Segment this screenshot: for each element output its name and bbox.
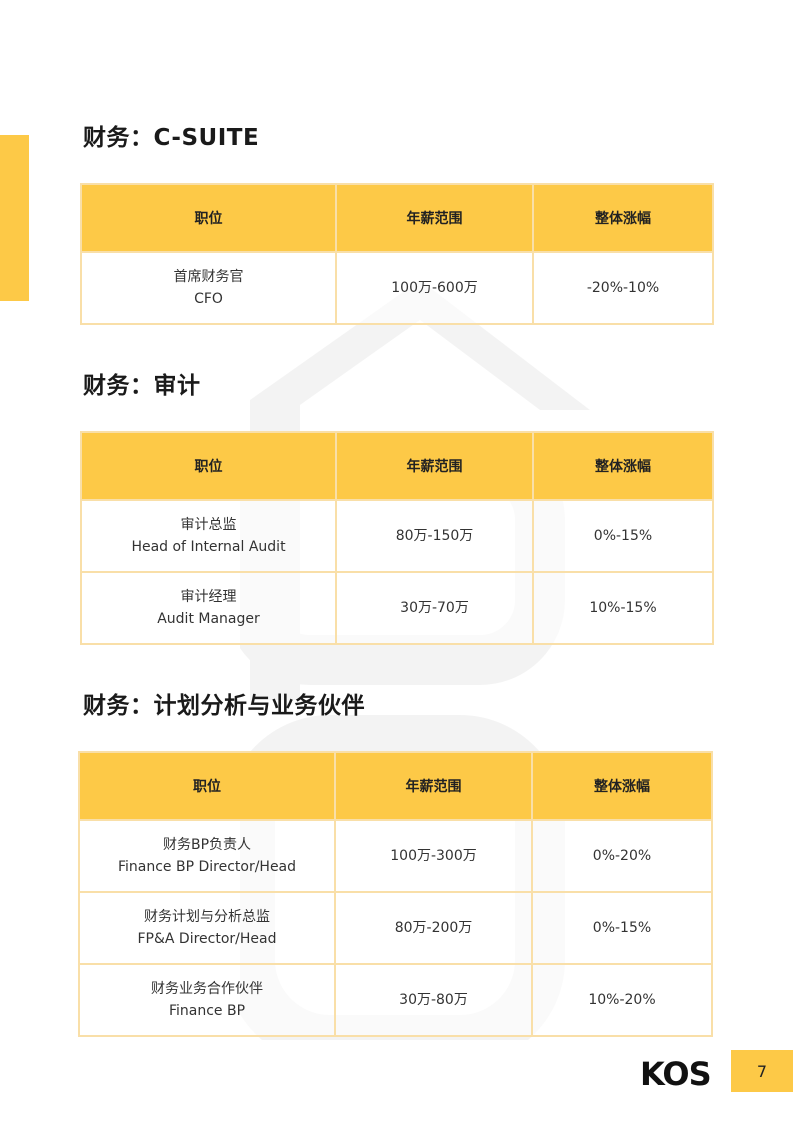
table-header-row: 职位 年薪范围 整体涨幅 (80, 431, 714, 501)
salary-table: 职位 年薪范围 整体涨幅审计总监 Head of Internal Audit 80万-… (80, 431, 714, 645)
position-cn: 审计总监 (180, 517, 237, 533)
growth-cell: 10%-15% (532, 571, 714, 645)
table-row: 审计总监 Head of Internal Audit 80万-150万 0%-15% (80, 499, 714, 573)
salary-table: 职位 年薪范围 整体涨幅财务BP负责人 Finance BP Director/Hea… (78, 751, 713, 1037)
table-header-row: 职位 年薪范围 整体涨幅 (78, 751, 713, 821)
column-header: 整体涨幅 (532, 183, 714, 253)
salary-table: 职位 年薪范围 整体涨幅首席财务官 CFO 100万-600万 -20%-10% (80, 183, 714, 325)
column-header: 职位 (80, 431, 337, 501)
position-en: Head of Internal Audit (131, 539, 286, 555)
table-row: 审计经理 Audit Manager 30万-70万 10%-15% (80, 571, 714, 645)
page-number: 7 (731, 1050, 793, 1092)
position-en: Audit Manager (157, 611, 260, 627)
column-header: 职位 (78, 751, 336, 821)
growth-cell: 0%-20% (531, 819, 713, 893)
table-header-row: 职位 年薪范围 整体涨幅 (80, 183, 714, 253)
section-title: 财务：计划分析与业务伙伴 (83, 693, 365, 719)
growth-cell: 0%-15% (532, 499, 714, 573)
salary-cell: 100万-300万 (334, 819, 533, 893)
kos-logo: KOS (640, 1055, 712, 1093)
salary-cell: 30万-70万 (335, 571, 534, 645)
table-row: 财务BP负责人 Finance BP Director/Head 100万-300万… (78, 819, 713, 893)
growth-cell: 0%-15% (531, 891, 713, 965)
position-en: CFO (194, 291, 223, 307)
table-row: 财务计划与分析总监 FP&A Director/Head 80万-200万 0%-15… (78, 891, 713, 965)
section-title: 财务：C-SUITE (83, 125, 260, 151)
accent-bar (0, 135, 29, 301)
position-en: Finance BP Director/Head (117, 859, 297, 875)
position-cell: 财务计划与分析总监 FP&A Director/Head (78, 891, 336, 965)
column-header: 年薪范围 (335, 431, 534, 501)
column-header: 整体涨幅 (532, 431, 714, 501)
position-cell: 财务BP负责人 Finance BP Director/Head (78, 819, 336, 893)
column-header: 职位 (80, 183, 337, 253)
position-cn: 财务业务合作伙伴 (151, 981, 263, 997)
position-cell: 首席财务官 CFO (80, 251, 337, 325)
column-header: 整体涨幅 (531, 751, 713, 821)
section-title: 财务：审计 (83, 373, 201, 399)
position-en: FP&A Director/Head (137, 931, 277, 947)
growth-cell: -20%-10% (532, 251, 714, 325)
position-cell: 财务业务合作伙伴 Finance BP (78, 963, 336, 1037)
salary-cell: 80万-200万 (334, 891, 533, 965)
position-cn: 首席财务官 (173, 269, 244, 285)
column-header: 年薪范围 (334, 751, 533, 821)
salary-cell: 100万-600万 (335, 251, 534, 325)
position-cell: 审计经理 Audit Manager (80, 571, 337, 645)
salary-cell: 80万-150万 (335, 499, 534, 573)
salary-cell: 30万-80万 (334, 963, 533, 1037)
table-row: 首席财务官 CFO 100万-600万 -20%-10% (80, 251, 714, 325)
position-cn: 财务计划与分析总监 (144, 909, 270, 925)
column-header: 年薪范围 (335, 183, 534, 253)
position-cn: 财务BP负责人 (162, 837, 252, 853)
position-cell: 审计总监 Head of Internal Audit (80, 499, 337, 573)
growth-cell: 10%-20% (531, 963, 713, 1037)
position-cn: 审计经理 (180, 589, 237, 605)
table-row: 财务业务合作伙伴 Finance BP 30万-80万 10%-20% (78, 963, 713, 1037)
position-en: Finance BP (168, 1003, 246, 1019)
